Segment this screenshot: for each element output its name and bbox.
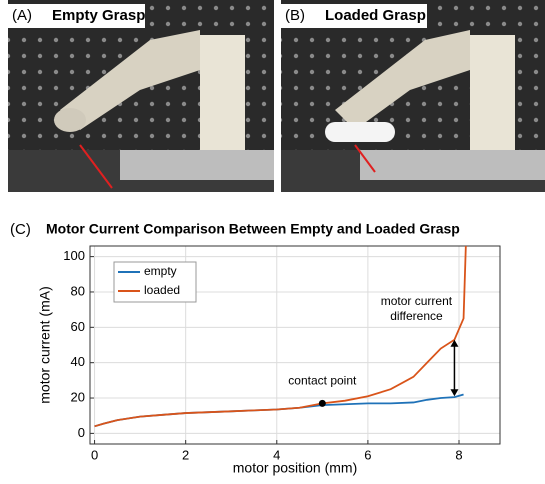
- arrow-head: [450, 339, 459, 347]
- y-tick-label: 0: [78, 425, 85, 440]
- y-tick-label: 80: [71, 283, 85, 298]
- plot-frame: [89, 245, 501, 445]
- panel-label: Empty Grasp: [52, 7, 145, 24]
- x-tick-label: 8: [455, 447, 462, 462]
- panel-letter: (C): [10, 221, 31, 238]
- x-tick-label: 0: [91, 447, 98, 462]
- x-tick-label: 4: [273, 447, 280, 462]
- annotation: motor current: [381, 294, 453, 308]
- panel-letter: (B): [285, 7, 305, 24]
- x-tick-label: 6: [364, 447, 371, 462]
- data-line: [94, 245, 467, 428]
- legend-label: loaded: [144, 283, 180, 297]
- annotation: contact point: [288, 374, 357, 388]
- y-tick-label: 40: [71, 354, 85, 369]
- legend-label: empty: [144, 264, 177, 278]
- y-tick-label: 60: [71, 319, 85, 334]
- panel-letter: (A): [12, 7, 32, 24]
- chart-title: Motor Current Comparison Between Empty a…: [46, 221, 460, 237]
- photo-a: [8, 0, 274, 192]
- annotation: difference: [390, 309, 443, 323]
- panel-label: Loaded Grasp: [325, 7, 426, 24]
- y-tick-label: 100: [63, 248, 85, 263]
- photo-b: [281, 0, 545, 192]
- x-tick-label: 2: [182, 447, 189, 462]
- contact-point: [318, 399, 326, 407]
- arrow-head: [450, 389, 459, 397]
- y-tick-label: 20: [71, 389, 85, 404]
- x-axis-label: motor position (mm): [233, 460, 357, 476]
- legend-box: [113, 261, 197, 303]
- y-axis-label: motor current (mA): [37, 286, 53, 403]
